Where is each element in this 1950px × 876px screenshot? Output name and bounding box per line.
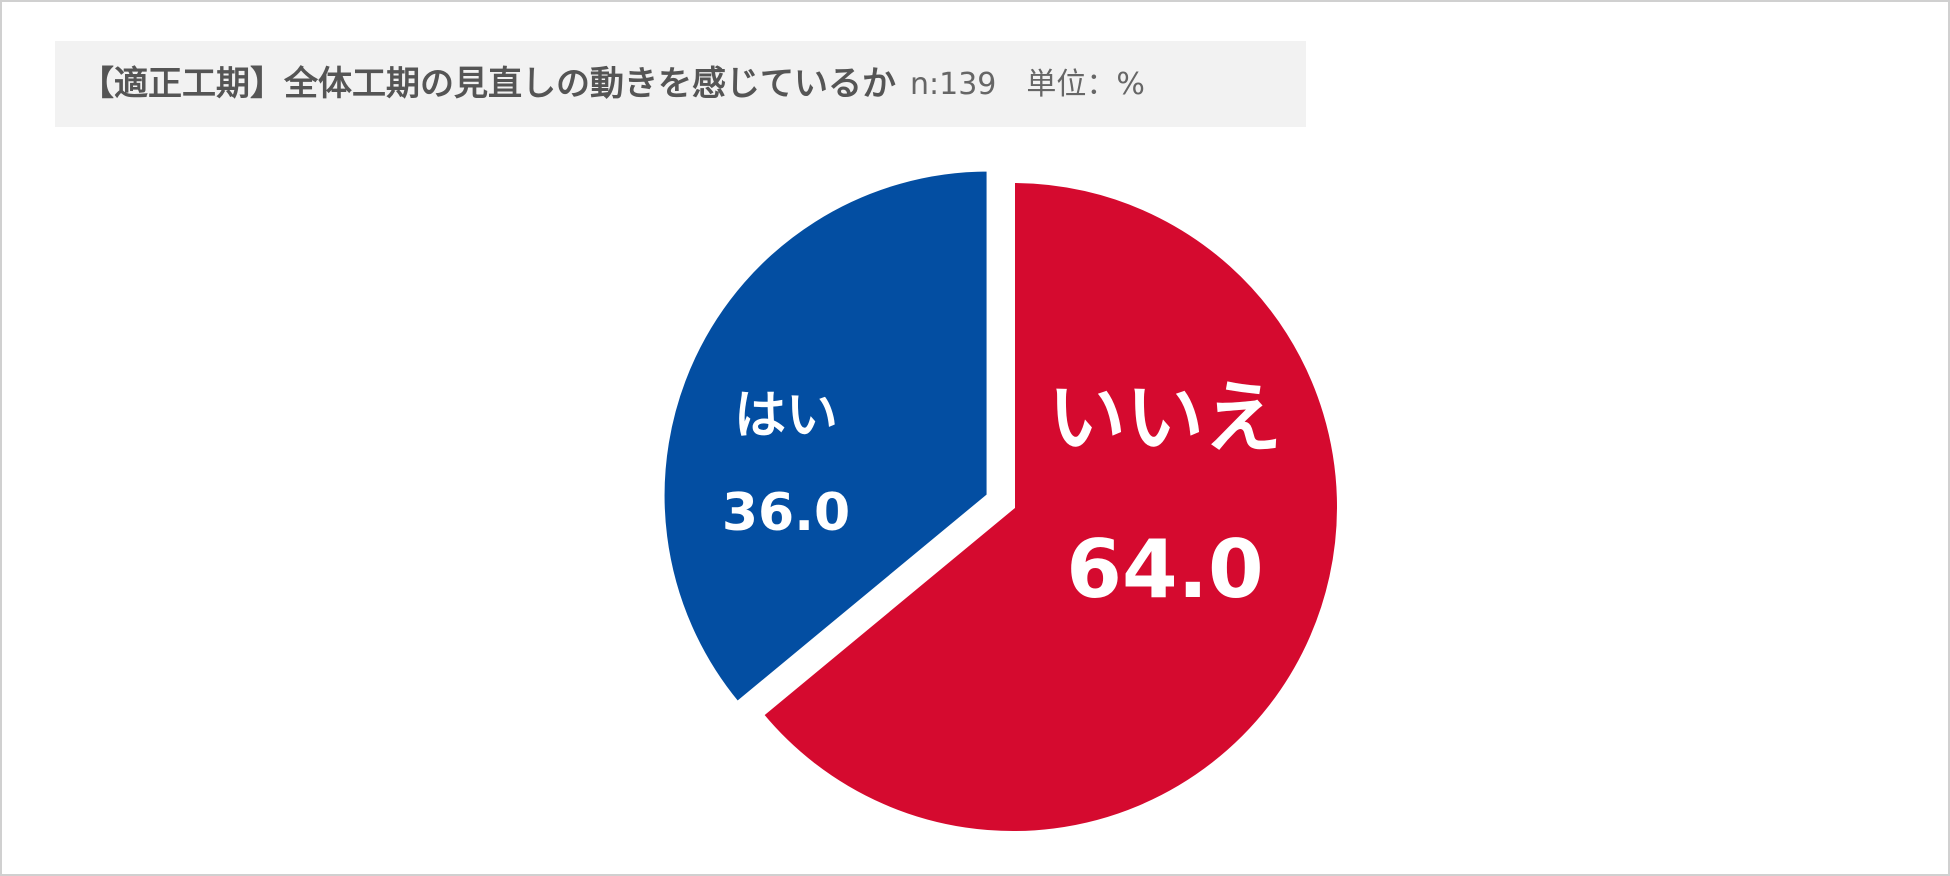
pie-slice xyxy=(758,178,1341,835)
slice-category-label: はい xyxy=(734,386,838,446)
title-text: 【適正工期】全体工期の見直しの動きを感じているか xyxy=(80,64,896,104)
title-box xyxy=(55,41,1306,127)
slice-category-label: いいえ xyxy=(1048,373,1282,463)
slice-value-label: 36.0 xyxy=(722,483,850,543)
chart-title: 【適正工期】全体工期の見直しの動きを感じているか n:139 単位：% xyxy=(80,64,1145,104)
slice-value-label: 64.0 xyxy=(1066,523,1263,616)
subtitle: n:139 単位：% xyxy=(910,67,1145,102)
pie-slice xyxy=(660,167,991,707)
pie: いいえ 64.0 はい 36.0 xyxy=(660,167,1341,835)
